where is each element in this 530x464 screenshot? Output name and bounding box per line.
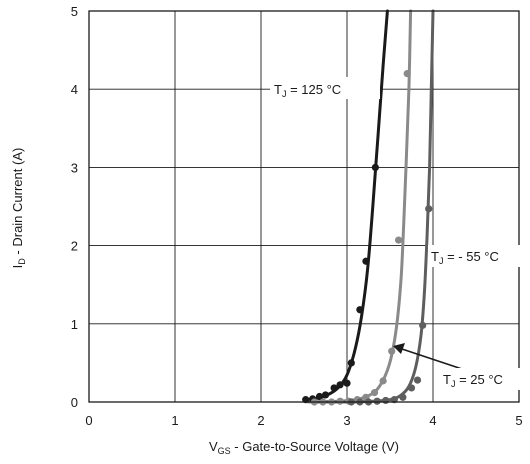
annotation-25-background bbox=[440, 368, 524, 390]
series-point-55 bbox=[379, 377, 387, 385]
y-tick-label: 5 bbox=[71, 4, 78, 19]
x-tick-label: 0 bbox=[85, 413, 92, 428]
x-tick-label: 1 bbox=[171, 413, 178, 428]
x-axis-label-main: V bbox=[209, 439, 218, 454]
x-axis-label: VGS - Gate-to-Source Voltage (V) bbox=[209, 439, 399, 456]
series-point-125 bbox=[347, 359, 355, 367]
y-tick-label: 2 bbox=[71, 239, 78, 254]
x-tick-label: 4 bbox=[429, 413, 436, 428]
series-point-125 bbox=[356, 306, 364, 314]
y-tick-label: 1 bbox=[71, 317, 78, 332]
annotation-25-arrow-line bbox=[401, 348, 463, 370]
y-axis-label: ID - Drain Current (A) bbox=[10, 148, 27, 269]
annotation-125-rest: = 125 °C bbox=[286, 82, 341, 97]
series-point-25 bbox=[425, 205, 433, 213]
annotation-125-main: T bbox=[274, 82, 282, 97]
series-point-25 bbox=[382, 396, 390, 405]
annotation-25-arrowhead bbox=[393, 343, 405, 354]
annotation-55: TJ = - 55 °C bbox=[431, 249, 499, 266]
plot-frame bbox=[88, 10, 520, 403]
annotation-125-sub: J bbox=[282, 89, 287, 99]
series-point-125 bbox=[362, 257, 370, 265]
y-tick-label: 4 bbox=[71, 82, 78, 97]
x-axis-label-rest: - Gate-to-Source Voltage (V) bbox=[231, 439, 399, 454]
series-point-25 bbox=[407, 384, 416, 392]
x-axis-label-sub: GS bbox=[218, 446, 231, 456]
y-tick-label: 0 bbox=[71, 395, 78, 410]
series-point-55 bbox=[403, 69, 411, 78]
x-tick-label: 5 bbox=[515, 413, 522, 428]
y-tick-labels: 0 1 2 3 4 5 bbox=[71, 4, 78, 410]
series-point-25 bbox=[373, 397, 381, 405]
series-point-125 bbox=[321, 391, 330, 399]
annotation-125-background bbox=[270, 77, 380, 99]
annotation-55-rest: = - 55 °C bbox=[443, 249, 498, 264]
series-point-125 bbox=[330, 384, 338, 392]
annotation-55-sub: J bbox=[439, 256, 444, 266]
series-point-55 bbox=[388, 347, 396, 355]
annotation-25-sub: J bbox=[451, 379, 456, 389]
y-axis-label-main: I bbox=[10, 265, 25, 269]
series-point-125 bbox=[315, 392, 324, 401]
annotation-25-rest: = 25 °C bbox=[455, 372, 502, 387]
x-tick-labels: 0 1 2 3 4 5 bbox=[85, 413, 522, 428]
annotation-55-background bbox=[428, 245, 520, 267]
y-tick-label: 3 bbox=[71, 160, 78, 175]
series-point-55 bbox=[336, 397, 344, 405]
y-axis-label-rest: - Drain Current (A) bbox=[10, 148, 25, 259]
annotation-55-main: T bbox=[431, 249, 439, 264]
series-point-25 bbox=[419, 321, 427, 329]
series-point-125 bbox=[336, 381, 344, 389]
x-tick-label: 3 bbox=[343, 413, 350, 428]
series-point-125 bbox=[343, 379, 351, 387]
annotation-25-main: T bbox=[443, 372, 451, 387]
series-line-25 bbox=[311, 9, 435, 404]
series-point-55 bbox=[395, 236, 403, 244]
series-point-55 bbox=[370, 389, 379, 397]
x-tick-label: 2 bbox=[257, 413, 264, 428]
series-point-25 bbox=[399, 393, 407, 401]
annotation-125: TJ = 125 °C bbox=[274, 82, 341, 99]
series-point-25 bbox=[413, 376, 422, 384]
annotation-25: TJ = 25 °C bbox=[443, 372, 503, 389]
y-axis-label-sub: D bbox=[17, 258, 27, 265]
series-point-125 bbox=[371, 163, 379, 171]
